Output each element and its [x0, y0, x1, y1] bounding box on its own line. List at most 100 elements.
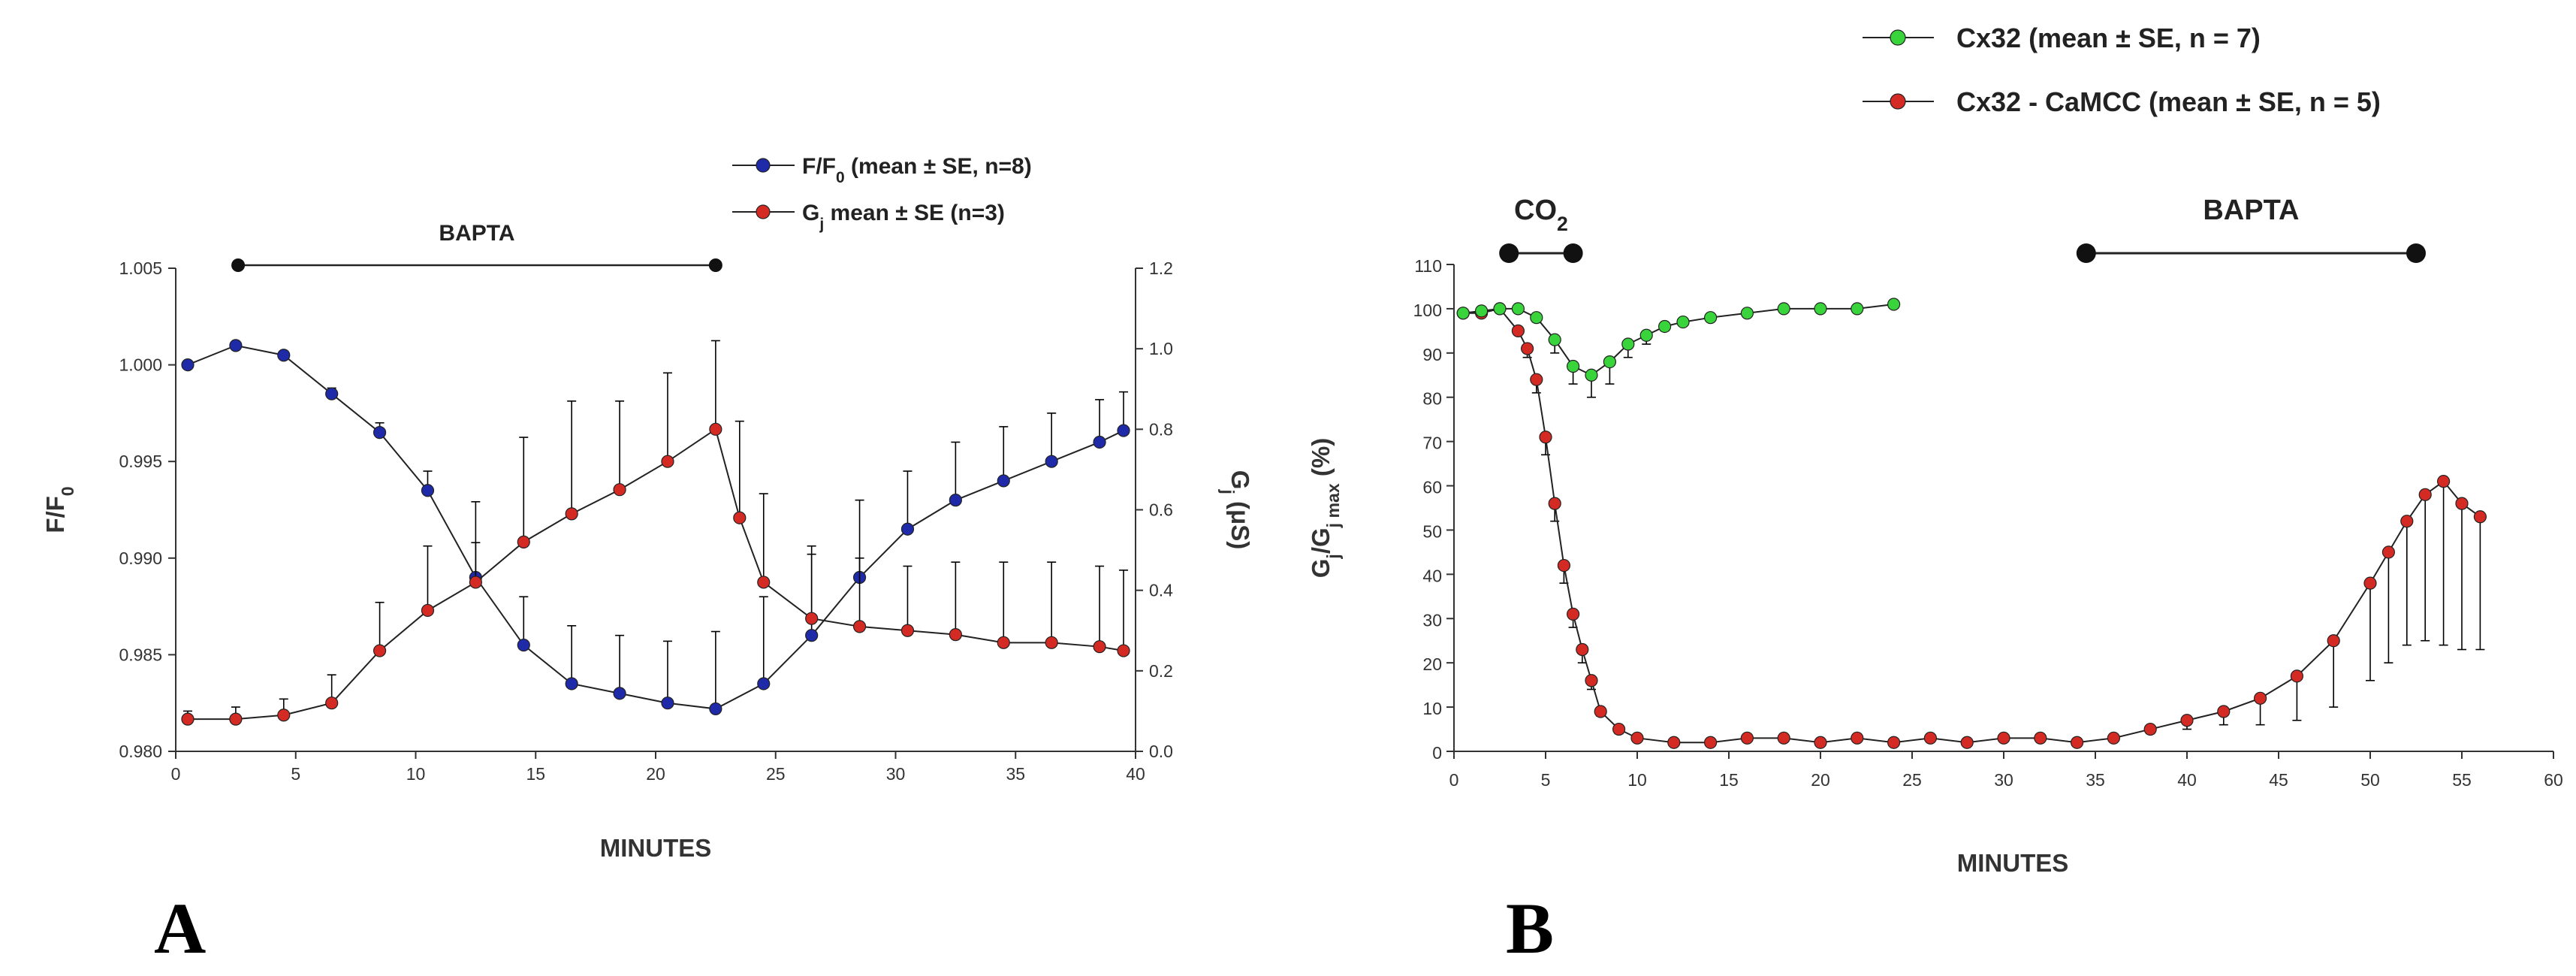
series-1-point [277, 709, 291, 722]
series-1-point [517, 535, 530, 548]
series-0-point [1474, 304, 1489, 318]
legend-marker [756, 204, 771, 219]
right-y-tick-label: 0.2 [1149, 661, 1173, 681]
left-y-axis-title: F/F0 [41, 486, 77, 533]
series-1-point [1530, 373, 1543, 386]
series-0-point [421, 484, 435, 497]
series-1-point [661, 455, 674, 468]
series-1-point [469, 576, 482, 589]
series-0-point [997, 474, 1010, 488]
series-0-point [1621, 337, 1635, 351]
series-1-point [2107, 731, 2120, 745]
series-1-point [373, 644, 387, 657]
series-1-point [2290, 669, 2303, 683]
series-1-point [613, 483, 626, 497]
series-0-line [1463, 304, 1894, 376]
series-1-point [2400, 515, 2414, 528]
x-tick-label: 10 [1627, 770, 1647, 790]
x-tick-label: 45 [2269, 770, 2288, 790]
series-1-point [1923, 731, 1937, 745]
series-0-point [1887, 298, 1901, 311]
x-tick-label: 55 [2452, 770, 2472, 790]
series-1-point [1594, 705, 1607, 718]
series-0-point [661, 696, 674, 710]
x-tick-label: 40 [1126, 764, 1145, 784]
panel-a-chart: 0 5 10 15 20 25 30 35 400.9800.9850.9900.9951.00… [41, 154, 1254, 862]
series-0-error-bars [327, 387, 1129, 709]
series-1-point [1777, 731, 1790, 745]
bapta-start-dot [231, 258, 246, 272]
y-tick-label: 70 [1422, 434, 1442, 453]
series-0-point [757, 677, 771, 690]
series-1-point [2217, 705, 2231, 718]
series-0-point [181, 358, 195, 372]
x-tick-label: 40 [2177, 770, 2197, 790]
series-1-point [1539, 431, 1552, 444]
legend-marker [756, 158, 771, 173]
x-tick-label: 20 [646, 764, 665, 784]
series-0-point [1814, 302, 1827, 316]
series-1-point [1740, 731, 1754, 745]
series-1-point [709, 422, 722, 436]
x-tick-label: 0 [1449, 770, 1459, 790]
series-1-line [187, 428, 1124, 721]
annotation-start-dot [2076, 243, 2096, 263]
x-tick-label: 15 [526, 764, 545, 784]
y-tick-label: 60 [1422, 478, 1442, 497]
series-0-point [1548, 333, 1561, 346]
left-y-tick-label: 0.990 [119, 548, 162, 568]
series-1-point [949, 628, 962, 642]
x-tick-label: 5 [1541, 770, 1551, 790]
panel-b-chart: 0 5 10 15 20 25 30 35 40 45 50 55 60 0 10 20 30 40 50 60 70 8… [1307, 23, 2563, 877]
series-1-point [1093, 640, 1106, 654]
series-1-point [757, 576, 771, 589]
series-1-point [900, 624, 915, 637]
legend: Cx32 (mean ± SE, n = 7) Cx32 - CaMCC (mea… [1863, 23, 2381, 117]
series-1-point [1576, 642, 1589, 657]
panel-b-letter: B [1506, 888, 1554, 968]
x-tick-label: 35 [1006, 764, 1025, 784]
series-0-point [1777, 302, 1790, 316]
panel-a-letter: A [154, 888, 206, 968]
legend-label: Cx32 (mean ± SE, n = 7) [1956, 23, 2261, 53]
series-1-point [805, 612, 819, 625]
x-axis-title: MINUTES [600, 834, 712, 862]
series-1-point [1557, 558, 1570, 573]
series-1-point [2455, 497, 2469, 510]
series-1-point [1667, 736, 1681, 749]
series-0-point [805, 629, 819, 642]
series-1-error-bars [1522, 348, 2485, 735]
y-tick-label: 30 [1422, 610, 1442, 630]
series-0-point [1093, 435, 1106, 449]
series-1-point [2180, 714, 2194, 727]
legend-label: Cx32 - CaMCC (mean ± SE, n = 5) [1956, 86, 2381, 117]
series-0-point [1530, 311, 1543, 325]
series-1-point [1567, 607, 1580, 621]
series-0-point [1704, 311, 1718, 325]
right-y-tick-label: 0.8 [1149, 419, 1173, 439]
left-y-tick-label: 1.005 [119, 258, 162, 278]
x-tick-label: 15 [1719, 770, 1739, 790]
series-0-point [1117, 424, 1130, 437]
y-tick-label: 90 [1422, 345, 1442, 364]
series-1-point [2071, 736, 2084, 749]
right-y-tick-label: 1.0 [1149, 339, 1173, 358]
series-1-point [1117, 644, 1130, 657]
y-tick-label: 100 [1413, 301, 1442, 320]
series-1-point [1520, 342, 1534, 355]
series-1-point [181, 712, 195, 726]
y-tick-label: 110 [1414, 256, 1442, 276]
series-1-point [2437, 475, 2451, 488]
x-tick-label: 35 [2086, 770, 2105, 790]
legend-label: F/F0 (mean ± SE, n=8) [802, 154, 1032, 186]
series-1-point [1630, 731, 1644, 745]
y-tick-label: 80 [1422, 389, 1442, 409]
x-axis-title: MINUTES [1957, 849, 2069, 877]
y-tick-label: 50 [1422, 521, 1442, 541]
series-1-point [1612, 722, 1626, 736]
series-0-point [517, 638, 530, 652]
legend-label: Gj mean ± SE (n=3) [802, 201, 1005, 233]
series-1-point [2473, 510, 2487, 524]
series-0-point [229, 339, 243, 352]
series-1-point [229, 712, 243, 726]
